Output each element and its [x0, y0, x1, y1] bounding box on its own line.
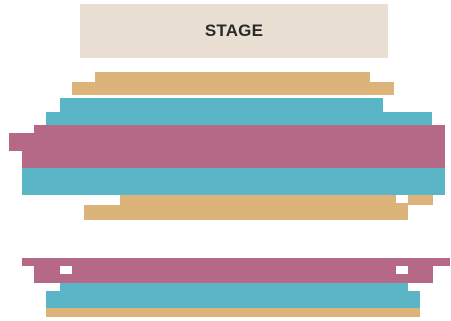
- upper-seat-row[interactable]: [34, 125, 445, 133]
- lower-seat-row[interactable]: [22, 258, 450, 266]
- lower-seat-row[interactable]: [46, 308, 420, 317]
- lower-seat-row[interactable]: [60, 283, 408, 291]
- upper-seat-row[interactable]: [22, 182, 445, 195]
- lower-seat-row[interactable]: [34, 266, 433, 283]
- seat-gap: [396, 266, 408, 274]
- upper-seat-row[interactable]: [60, 98, 383, 112]
- upper-seat-row[interactable]: [9, 133, 445, 151]
- seat-gap: [396, 195, 408, 203]
- lower-seat-row[interactable]: [46, 291, 420, 308]
- upper-seat-row[interactable]: [120, 195, 433, 205]
- stage: STAGE: [80, 4, 388, 58]
- seat-gap: [60, 266, 72, 274]
- upper-seat-row[interactable]: [95, 72, 370, 82]
- upper-seat-row[interactable]: [22, 168, 445, 182]
- stage-label: STAGE: [204, 21, 264, 40]
- upper-seat-row[interactable]: [72, 82, 394, 95]
- upper-seat-row[interactable]: [22, 151, 445, 168]
- upper-seat-row[interactable]: [46, 112, 432, 125]
- upper-seat-row[interactable]: [84, 205, 408, 220]
